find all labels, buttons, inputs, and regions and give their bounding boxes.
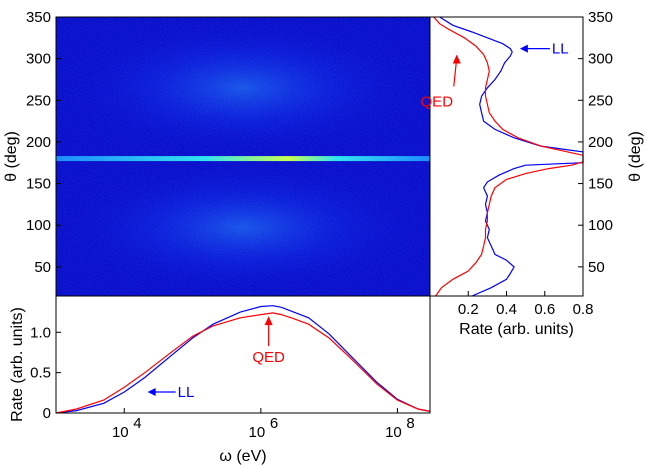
qed-arrowhead-right-panel: [452, 54, 461, 64]
heatmap-panel: 50 100 150 200 250 300 350 θ (deg): [3, 9, 431, 297]
spectrum-panel-y-label: Rate (arb. units): [9, 307, 26, 422]
angular-panel-annotations: LL QED: [421, 41, 569, 111]
ll-label-bottom-panel: LL: [178, 384, 195, 401]
angular-panel-ticks: 0.2 0.4 0.6 0.8 50 100 150 200 250 300 350: [458, 9, 613, 318]
spectrum-x-tick-label: 10: [385, 424, 402, 441]
angular-series-ll: [439, 16, 584, 297]
heatmap-y-tick-label: 50: [34, 259, 51, 276]
ll-label-right-panel: LL: [552, 41, 569, 58]
angular-y-tick-label: 350: [588, 9, 613, 26]
heatmap-y-tick-label: 100: [26, 217, 51, 234]
spectrum-panel-annotations: LL QED: [147, 316, 285, 401]
heatmap-y-tick-label: 250: [26, 92, 51, 109]
angular-y-tick-label: 50: [588, 259, 605, 276]
angular-y-tick-label: 300: [588, 51, 613, 68]
angular-y-tick-label: 100: [588, 217, 613, 234]
angular-x-tick-label: 0.8: [573, 301, 594, 318]
qed-arrowhead-bottom-panel: [264, 316, 273, 326]
qed-label-right-panel: QED: [421, 93, 454, 110]
spectrum-y-tick-label: 0: [43, 405, 51, 422]
heatmap-bright-band: [56, 156, 430, 162]
angular-x-tick-label: 0.2: [458, 301, 479, 318]
heatmap-y-tick-label: 350: [26, 9, 51, 26]
heatmap-y-tick-label: 300: [26, 51, 51, 68]
ll-arrowhead-right-panel: [519, 44, 528, 53]
angular-rate-panel: 0.2 0.4 0.6 0.8 50 100 150 200 250 300 350 Rate (a…: [421, 9, 644, 338]
spectrum-y-tick-label: 0.5: [30, 365, 51, 382]
angular-x-tick-label: 0.4: [496, 301, 517, 318]
angular-x-tick-label: 0.6: [534, 301, 555, 318]
angular-panel-frame: [429, 16, 584, 297]
spectrum-y-tick-label: 1.0: [30, 324, 51, 341]
spectrum-panel-x-label: ω (eV): [219, 448, 266, 465]
spectrum-x-tick-exponent: 8: [406, 415, 414, 432]
spectrum-x-tick-label: 10: [249, 424, 266, 441]
angular-y-tick-label: 250: [588, 92, 613, 109]
angular-panel-y-label: θ (deg): [627, 131, 644, 182]
spectrum-x-tick-label: 10: [112, 424, 129, 441]
heatmap-y-tick-label: 200: [26, 134, 51, 151]
spectrum-panel-frame: [55, 295, 431, 414]
heatmap-y-label: θ (deg): [3, 131, 20, 182]
spectrum-series-ll: [55, 305, 431, 414]
spectrum-x-tick-exponent: 4: [133, 415, 141, 432]
qed-label-bottom-panel: QED: [252, 349, 285, 366]
angular-y-tick-label: 200: [588, 134, 613, 151]
heatmap-y-tick-label: 150: [26, 176, 51, 193]
angular-y-tick-label: 150: [588, 176, 613, 193]
spectrum-series-qed: [55, 312, 431, 414]
ll-arrowhead-bottom-panel: [147, 388, 156, 397]
angular-panel-x-label: Rate (arb. units): [459, 321, 574, 338]
spectrum-x-tick-exponent: 6: [270, 415, 278, 432]
heatmap-y-ticks: 50 100 150 200 250 300 350: [26, 9, 61, 276]
